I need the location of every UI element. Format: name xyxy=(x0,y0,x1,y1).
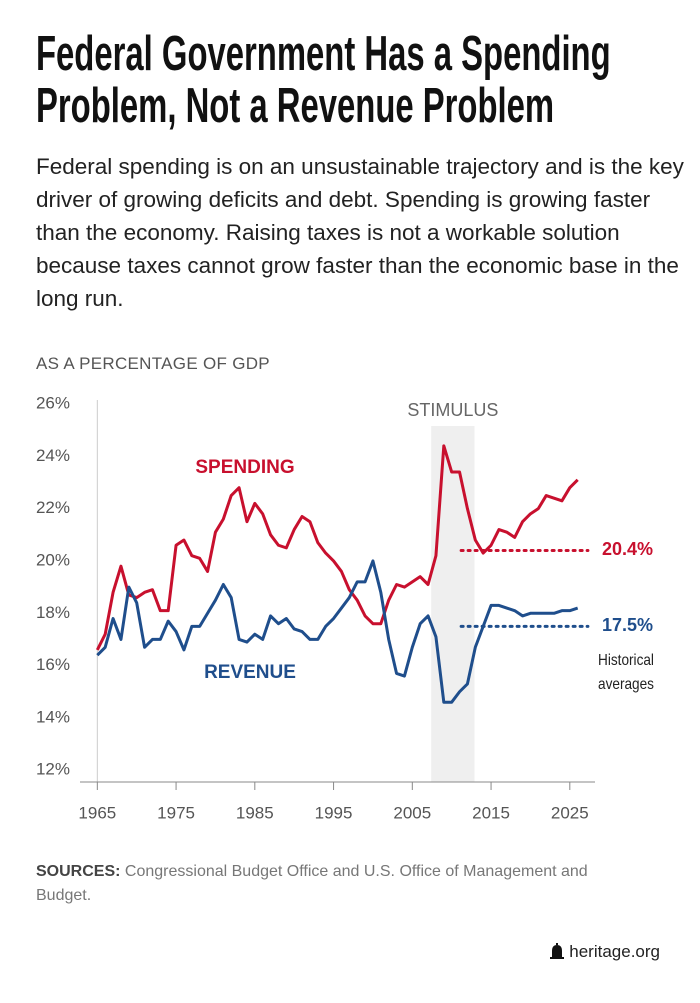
series-label: SPENDING xyxy=(195,457,294,478)
y-tick-label: 20% xyxy=(36,550,70,569)
sources: SOURCES: Congressional Budget Office and… xyxy=(36,860,636,908)
x-tick-label: 1975 xyxy=(157,803,195,822)
series-label: REVENUE xyxy=(204,662,296,683)
x-tick-label: 1995 xyxy=(315,803,353,822)
y-axis-label: AS A PERCENTAGE OF GDP xyxy=(36,354,270,373)
reference-label: 20.4% xyxy=(602,539,653,559)
source-text: Congressional Budget Office and U.S. Off… xyxy=(36,863,588,904)
stimulus-band xyxy=(431,426,475,782)
x-tick-label: 1985 xyxy=(236,803,274,822)
y-tick-label: 22% xyxy=(36,498,70,517)
y-tick-label: 14% xyxy=(36,707,70,726)
x-tick-label: 2025 xyxy=(551,803,589,822)
y-tick-label: 16% xyxy=(36,655,70,674)
subtitle: Federal spending is on an unsustainable … xyxy=(36,154,684,311)
y-tick-label: 12% xyxy=(36,760,70,779)
y-tick-label: 18% xyxy=(36,603,70,622)
reference-note: Historical averages xyxy=(598,652,654,693)
x-tick-label: 1965 xyxy=(78,803,116,822)
x-tick-label: 2005 xyxy=(393,803,431,822)
source-label: SOURCES: xyxy=(36,863,121,880)
series-line xyxy=(95,444,579,651)
bell-icon xyxy=(550,943,565,959)
x-tick-label: 2015 xyxy=(472,803,510,822)
y-tick-label: 24% xyxy=(36,446,70,465)
series-line xyxy=(96,559,579,704)
footer: heritage.org xyxy=(549,942,660,962)
title: Federal Government Has a Spending Proble… xyxy=(36,27,611,133)
y-tick-label: 26% xyxy=(36,393,70,412)
footer-text: heritage.org xyxy=(569,942,660,961)
reference-label: 17.5% xyxy=(602,615,653,635)
stimulus-label: STIMULUS xyxy=(407,400,498,420)
